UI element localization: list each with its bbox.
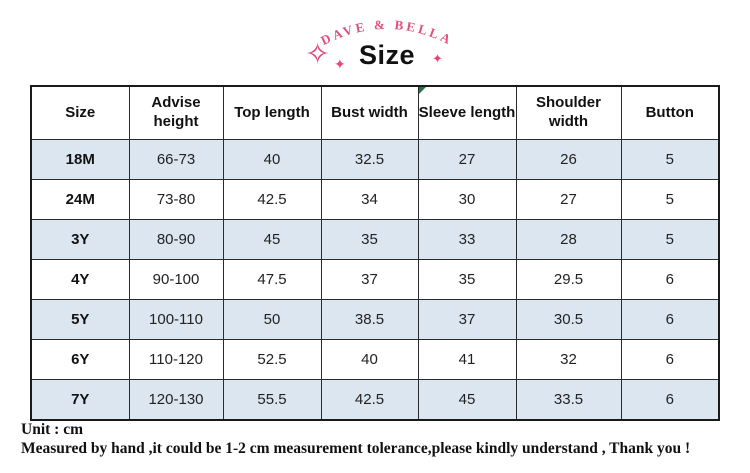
table-cell: 100-110 — [128, 299, 224, 340]
table-cell: 40 — [320, 339, 419, 380]
table-cell: 73-80 — [128, 179, 224, 220]
table-cell: 47.5 — [222, 259, 322, 300]
table-cell: 80-90 — [128, 219, 224, 260]
page-title: Size — [358, 40, 416, 70]
table-cell: 32.5 — [320, 139, 419, 180]
table-cell: 28 — [515, 219, 622, 260]
table-cell: 6 — [620, 259, 720, 300]
unit-note: Unit : cm — [21, 421, 83, 438]
table-row: 4Y 90-100 47.5 37 35 29.5 6 — [30, 259, 720, 300]
sparkle-icon: ✦ — [334, 56, 346, 72]
table-cell: 5 — [620, 219, 720, 260]
sparkle-icon: ✦ — [432, 51, 443, 66]
table-cell: 45 — [222, 219, 322, 260]
row-size-label: 24M — [30, 179, 130, 220]
table-cell: 40 — [222, 139, 322, 180]
table-cell: 27 — [515, 179, 622, 220]
table-cell: 42.5 — [320, 379, 419, 421]
column-header-top-length: Top length — [222, 85, 322, 140]
column-header-size: Size — [30, 85, 130, 140]
table-row: 7Y 120-130 55.5 42.5 45 33.5 6 — [30, 379, 720, 421]
size-chart-table: Size Advise height Top length Bust width… — [30, 85, 720, 421]
table-cell: 110-120 — [128, 339, 224, 380]
table-row: 3Y 80-90 45 35 33 28 5 — [30, 219, 720, 260]
cell-corner-marker-icon — [418, 87, 426, 94]
column-header-button: Button — [620, 85, 720, 140]
row-size-label: 7Y — [30, 379, 130, 421]
row-size-label: 5Y — [30, 299, 130, 340]
row-size-label: 3Y — [30, 219, 130, 260]
table-cell: 41 — [417, 339, 517, 380]
table-cell: 5 — [620, 139, 720, 180]
table-cell: 35 — [320, 219, 419, 260]
table-cell: 33 — [417, 219, 517, 260]
column-header-sleeve-length: Sleeve length — [417, 85, 517, 140]
row-size-label: 6Y — [30, 339, 130, 380]
table-cell: 32 — [515, 339, 622, 380]
table-cell: 52.5 — [222, 339, 322, 380]
brand-arc-logo: DAVE & BELLA — [318, 17, 452, 48]
table-row: 24M 73-80 42.5 34 30 27 5 — [30, 179, 720, 220]
table-row: 6Y 110-120 52.5 40 41 32 6 — [30, 339, 720, 380]
header: DAVE & BELLA ✧ ✦ ✦ Size — [0, 0, 750, 85]
table-row: 18M 66-73 40 32.5 27 26 5 — [30, 139, 720, 180]
table-cell: 33.5 — [515, 379, 622, 421]
table-cell: 55.5 — [222, 379, 322, 421]
table-cell: 50 — [222, 299, 322, 340]
table-row: 5Y 100-110 50 38.5 37 30.5 6 — [30, 299, 720, 340]
row-size-label: 18M — [30, 139, 130, 180]
table-cell: 66-73 — [128, 139, 224, 180]
tolerance-note: Measured by hand ,it could be 1-2 cm mea… — [21, 440, 691, 457]
table-cell: 90-100 — [128, 259, 224, 300]
table-cell: 42.5 — [222, 179, 322, 220]
footer-notes: Unit : cm Measured by hand ,it could be … — [21, 420, 741, 458]
table-cell: 6 — [620, 299, 720, 340]
table-cell: 34 — [320, 179, 419, 220]
column-header-bust-width: Bust width — [320, 85, 419, 140]
table-header-row: Size Advise height Top length Bust width… — [30, 85, 720, 140]
table-cell: 37 — [320, 259, 419, 300]
row-size-label: 4Y — [30, 259, 130, 300]
column-header-advise-height: Advise height — [128, 85, 224, 140]
table-cell: 38.5 — [320, 299, 419, 340]
column-header-shoulder-width: Shoulder width — [515, 85, 622, 140]
table-cell: 26 — [515, 139, 622, 180]
table-cell: 6 — [620, 339, 720, 380]
sparkle-icon: ✧ — [305, 38, 331, 71]
table-cell: 30.5 — [515, 299, 622, 340]
table-cell: 29.5 — [515, 259, 622, 300]
column-header-label: Sleeve length — [418, 103, 516, 121]
table-cell: 6 — [620, 379, 720, 421]
table-cell: 37 — [417, 299, 517, 340]
table-cell: 30 — [417, 179, 517, 220]
table-cell: 45 — [417, 379, 517, 421]
table-cell: 5 — [620, 179, 720, 220]
table-cell: 120-130 — [128, 379, 224, 421]
table-cell: 35 — [417, 259, 517, 300]
table-cell: 27 — [417, 139, 517, 180]
